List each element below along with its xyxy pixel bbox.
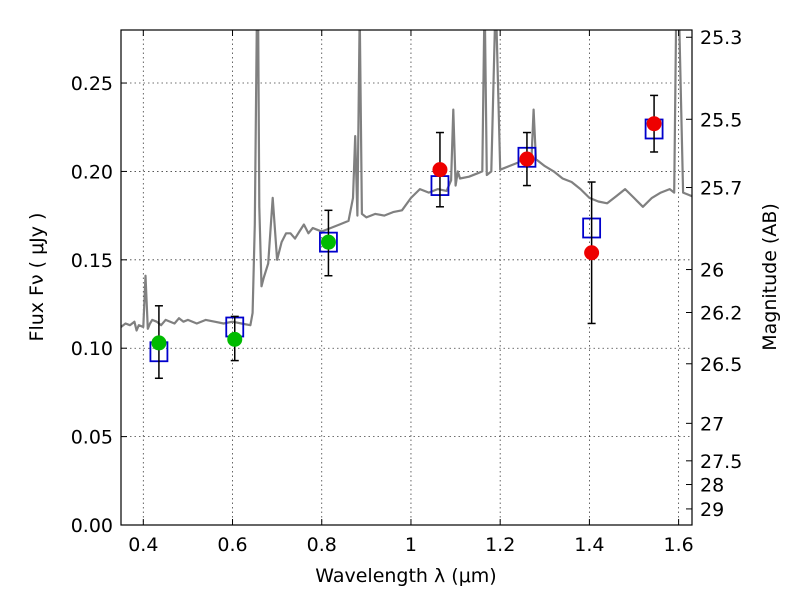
optical-data-point [151, 335, 167, 351]
x-tick-label: 0.6 [217, 534, 247, 556]
infrared-data-point [432, 162, 448, 178]
y2-tick-label: 27 [700, 413, 724, 435]
y-tick-label: 0.15 [71, 250, 113, 272]
y2-tick-label: 25.3 [700, 27, 742, 49]
x-tick-label: 1.2 [485, 534, 515, 556]
plot-frame [120, 29, 693, 526]
infrared-data-point [584, 245, 600, 261]
tick-layer: 0.4 0.6 0.8 1 1.2 1.4 1.6 0.00 0.05 0.10 0.15 0.20 0… [71, 27, 743, 556]
y2-tick-label: 26.2 [700, 303, 742, 325]
optical-data-point [227, 331, 243, 347]
series-layer [121, 30, 692, 332]
y2-tick-label: 27.5 [700, 451, 742, 473]
y-tick-label: 0.25 [71, 73, 113, 95]
y2-tick-label: 26 [700, 260, 724, 282]
y2-tick-label: 28 [700, 475, 724, 497]
x-tick-label: 1.4 [574, 534, 604, 556]
optical-data-point [320, 234, 336, 250]
y-tick-label: 0.05 [71, 427, 113, 449]
x-tick-label: 0.4 [128, 534, 158, 556]
marker-layer [149, 94, 664, 380]
y-axis-title: Flux Fν ( μJy ) [26, 213, 48, 342]
y2-tick-label: 25.5 [700, 109, 742, 131]
x-axis-title: Wavelength λ (μm) [315, 565, 496, 587]
plot-background [121, 30, 692, 525]
y-tick-label: 0.00 [71, 515, 113, 537]
y2-axis-title: Magnitude (AB) [759, 203, 781, 351]
y-tick-label: 0.10 [71, 338, 113, 360]
grid-lines [121, 30, 692, 526]
y2-tick-label: 29 [700, 499, 724, 521]
y2-tick-label: 25.7 [700, 178, 742, 200]
x-tick-label: 1 [405, 534, 417, 556]
model-spectrum-line [121, 30, 692, 332]
y2-tick-label: 26.5 [700, 354, 742, 376]
infrared-data-point [519, 151, 535, 167]
infrared-data-point [646, 116, 662, 132]
x-tick-label: 1.6 [664, 534, 694, 556]
x-tick-label: 0.8 [307, 534, 337, 556]
y-tick-label: 0.20 [71, 161, 113, 183]
